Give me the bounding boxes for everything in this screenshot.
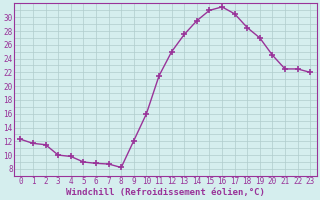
X-axis label: Windchill (Refroidissement éolien,°C): Windchill (Refroidissement éolien,°C) (66, 188, 265, 197)
